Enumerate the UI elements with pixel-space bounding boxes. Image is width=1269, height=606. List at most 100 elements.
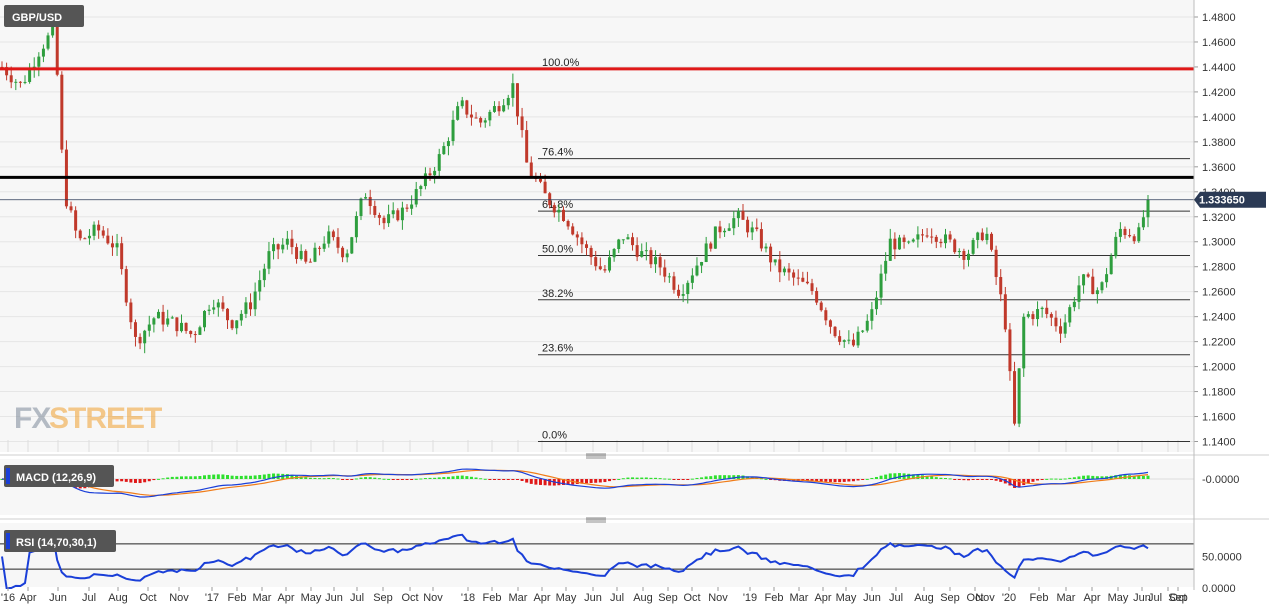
candle-up <box>727 228 731 231</box>
macd-histogram-bar <box>631 477 635 479</box>
x-tick-label: Apr <box>814 592 831 604</box>
macd-histogram-bar <box>994 479 998 481</box>
y-tick-label: 1.1400 <box>1202 437 1236 449</box>
pane-resize-handle[interactable] <box>586 453 606 459</box>
x-tick-label: Mar <box>509 592 528 604</box>
macd-histogram-bar <box>446 476 450 479</box>
macd-histogram-bar <box>525 479 529 483</box>
x-tick-label: Nov <box>169 592 189 604</box>
macd-histogram-bar <box>515 479 519 480</box>
macd-histogram-bar <box>548 479 552 486</box>
macd-histogram-bar <box>129 479 133 483</box>
macd-histogram-bar <box>874 476 878 479</box>
macd-histogram-bar <box>285 474 289 479</box>
macd-histogram-bar <box>529 479 533 484</box>
pane-resize-handle[interactable] <box>586 517 606 523</box>
macd-histogram-bar <box>161 478 165 480</box>
candle-down <box>83 238 87 240</box>
candle-down <box>55 24 59 75</box>
macd-histogram-bar <box>704 476 708 479</box>
macd-histogram-bar <box>156 478 160 480</box>
macd-histogram-bar <box>345 479 349 480</box>
macd-histogram-bar <box>469 476 473 479</box>
candle-up <box>879 273 883 298</box>
macd-histogram-bar <box>313 477 317 479</box>
candle-down <box>1054 317 1058 327</box>
candle-down <box>515 83 519 117</box>
macd-histogram-bar <box>502 479 506 480</box>
candle-up <box>267 251 271 269</box>
candle-up <box>1100 282 1104 291</box>
candle-up <box>773 259 777 263</box>
macd-histogram-bar <box>198 475 202 479</box>
candle-up <box>985 233 989 241</box>
candle-down <box>60 74 64 150</box>
candle-up <box>667 276 671 278</box>
y-tick-label: 1.4600 <box>1202 37 1236 49</box>
candle-up <box>874 297 878 310</box>
candle-up <box>253 291 257 310</box>
candle-up <box>143 330 147 344</box>
candle-down <box>677 289 681 296</box>
macd-histogram-bar <box>677 479 681 480</box>
candle-up <box>345 253 349 258</box>
macd-histogram-bar <box>617 478 621 480</box>
candle-up <box>327 231 331 244</box>
candle-down <box>1013 371 1017 424</box>
macd-line <box>1 468 1149 498</box>
candle-up <box>179 322 183 332</box>
macd-histogram-bar <box>787 479 791 482</box>
candle-down <box>529 162 533 177</box>
candle-up <box>506 97 510 106</box>
macd-histogram-bar <box>138 479 142 484</box>
candle-down <box>138 336 142 344</box>
candle-down <box>9 75 13 83</box>
macd-histogram-bar <box>538 479 542 485</box>
candle-down <box>792 272 796 278</box>
candle-up <box>203 310 207 328</box>
macd-histogram-bar <box>934 477 938 479</box>
candle-down <box>603 269 607 271</box>
candle-down <box>1059 326 1063 334</box>
macd-histogram-bar <box>1118 474 1122 479</box>
macd-histogram-bar <box>672 479 676 480</box>
macd-histogram-bar <box>492 479 496 480</box>
candle-up <box>870 309 874 321</box>
y-tick-label: 1.4800 <box>1202 12 1236 24</box>
candle-up <box>244 302 248 314</box>
candle-up <box>391 210 395 215</box>
macd-histogram-bar <box>327 477 331 479</box>
candle-up <box>842 340 846 342</box>
candle-down <box>295 247 299 259</box>
candle-up <box>483 120 487 123</box>
macd-histogram-bar <box>1132 475 1136 479</box>
macd-histogram-bar <box>953 479 957 480</box>
candle-up <box>1036 309 1040 320</box>
candle-up <box>681 294 685 296</box>
macd-histogram-bar <box>916 474 920 479</box>
candle-up <box>764 246 768 249</box>
y-tick-label: 1.3600 <box>1202 162 1236 174</box>
candle-down <box>948 234 952 240</box>
macd-histogram-bar <box>506 479 510 480</box>
y-tick-label: 1.2200 <box>1202 337 1236 349</box>
candle-up <box>943 234 947 244</box>
macd-histogram-bar <box>957 479 961 480</box>
candle-down <box>1123 228 1127 236</box>
x-tick-label: Sep <box>1168 592 1188 604</box>
x-tick-label: Apr <box>19 592 36 604</box>
candle-up <box>170 317 174 319</box>
macd-histogram-bar <box>709 476 713 479</box>
macd-histogram-bar <box>1137 475 1141 479</box>
candle-down <box>382 217 386 224</box>
x-tick-label: Jun <box>584 592 602 604</box>
candle-down <box>69 206 73 211</box>
macd-histogram-bar <box>1068 477 1072 479</box>
macd-histogram-bar <box>815 479 819 482</box>
macd-histogram-bar <box>354 478 358 480</box>
macd-histogram-bar <box>621 478 625 480</box>
candle-up <box>313 247 317 262</box>
candle-down <box>175 317 179 332</box>
macd-histogram-bar <box>290 474 294 479</box>
candle-down <box>746 219 750 233</box>
